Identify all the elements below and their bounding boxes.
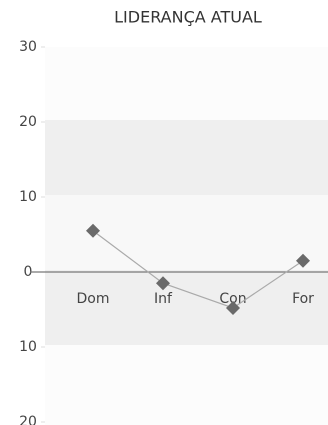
plot-background bbox=[45, 47, 328, 425]
band bbox=[45, 345, 328, 425]
y-tick-label: 0 bbox=[24, 264, 33, 280]
y-tick-label: 20 bbox=[19, 114, 37, 130]
y-tick-label: 30 bbox=[19, 39, 37, 55]
x-tick-label: Inf bbox=[154, 291, 173, 307]
band bbox=[45, 47, 328, 120]
band bbox=[45, 120, 328, 195]
y-tick-label: 10 bbox=[19, 339, 37, 355]
data-point bbox=[296, 253, 310, 268]
x-tick-label: Dom bbox=[77, 291, 110, 307]
band bbox=[45, 195, 328, 270]
y-tick-label: 20 bbox=[19, 414, 37, 425]
chart-title: LIDERANÇA ATUAL bbox=[114, 8, 262, 27]
data-point bbox=[226, 301, 240, 315]
band bbox=[45, 270, 328, 345]
series-line bbox=[92, 230, 304, 309]
data-point bbox=[86, 223, 100, 238]
y-tick-label: 10 bbox=[19, 189, 37, 205]
x-tick-label: For bbox=[292, 291, 314, 307]
data-point bbox=[156, 276, 170, 291]
